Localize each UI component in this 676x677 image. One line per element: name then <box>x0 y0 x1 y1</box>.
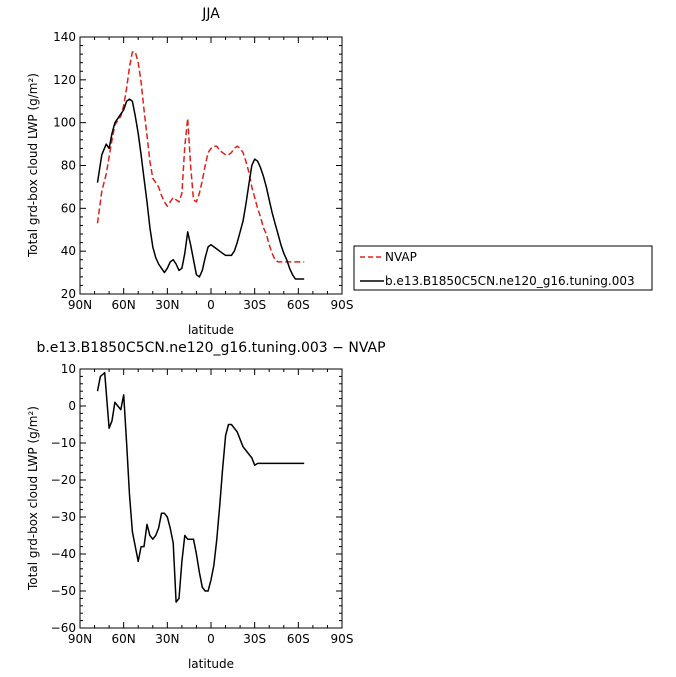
top-x-tick-label: 90N <box>68 298 92 312</box>
top-y-tick-label: 100 <box>53 116 76 130</box>
bottom-y-tick-label: −30 <box>51 510 76 524</box>
top-y-tick-label: 20 <box>61 287 76 301</box>
bottom-x-tick-label: 90N <box>68 632 92 646</box>
bottom-x-tick-label: 0 <box>207 632 215 646</box>
top-y-tick-label: 60 <box>61 201 76 215</box>
top-series-line-1 <box>96 98 305 280</box>
top-chart: JJA 90N 60N 30N 0 30S 60S 90S 20 40 60 80 100 120 140… <box>26 6 653 337</box>
bottom-x-tick-label: 90S <box>331 632 354 646</box>
top-plot-frame <box>79 36 343 295</box>
top-x-tick-label: 60N <box>112 298 136 312</box>
top-y-tick-label: 80 <box>61 159 76 173</box>
bottom-y-tick-label: −50 <box>51 584 76 598</box>
bottom-y-tick-label: −60 <box>51 621 76 635</box>
bottom-series-layer <box>96 371 305 603</box>
bottom-chart-title: b.e13.B1850C5CN.ne120_g16.tuning.003 − N… <box>36 340 385 356</box>
top-x-tick-label: 90S <box>331 298 354 312</box>
bottom-y-tick-label: −20 <box>51 473 76 487</box>
top-legend: NVAP b.e13.B1850C5CN.ne120_g16.tuning.00… <box>353 245 653 291</box>
top-y-axis-label: Total grd-box cloud LWP (g/m²) <box>26 73 40 258</box>
bottom-y-tick-label: −40 <box>51 547 76 561</box>
bottom-x-tick-label: 30N <box>155 632 179 646</box>
top-y-tick-label: 140 <box>53 30 76 44</box>
top-series-line-0 <box>96 51 305 263</box>
top-x-tick-label: 60S <box>287 298 310 312</box>
top-axis-ticks: 90N 60N 30N 0 30S 60S 90S 20 40 60 80 100 120 140 <box>53 30 353 312</box>
bottom-x-tick-label: 60N <box>112 632 136 646</box>
top-x-axis-label: latitude <box>188 323 234 337</box>
bottom-x-tick-label: 30S <box>243 632 266 646</box>
bottom-chart: b.e13.B1850C5CN.ne120_g16.tuning.003 − N… <box>26 340 386 671</box>
bottom-y-tick-label: 0 <box>68 399 76 413</box>
top-x-tick-label: 0 <box>207 298 215 312</box>
bottom-axis-ticks: 90N 60N 30N 0 30S 60S 90S −60 −50 −40 −30 −20 −10 0 10 <box>51 362 354 646</box>
bottom-x-axis-label: latitude <box>188 657 234 671</box>
bottom-y-tick-label: −10 <box>51 436 76 450</box>
top-x-tick-label: 30S <box>243 298 266 312</box>
legend-box <box>353 245 653 291</box>
top-x-tick-label: 30N <box>155 298 179 312</box>
legend-label-model: b.e13.B1850C5CN.ne120_g16.tuning.003 <box>385 274 635 288</box>
bottom-series-line-0 <box>96 371 305 603</box>
top-y-tick-label: 120 <box>53 73 76 87</box>
bottom-x-tick-label: 60S <box>287 632 310 646</box>
legend-label-nvap: NVAP <box>385 250 417 264</box>
top-series-layer <box>96 51 305 280</box>
bottom-y-axis-label: Total grd-box cloud LWP (g/m²) <box>26 406 40 591</box>
top-chart-title: JJA <box>201 6 220 22</box>
top-y-tick-label: 40 <box>61 244 76 258</box>
bottom-y-tick-label: 10 <box>61 362 76 376</box>
